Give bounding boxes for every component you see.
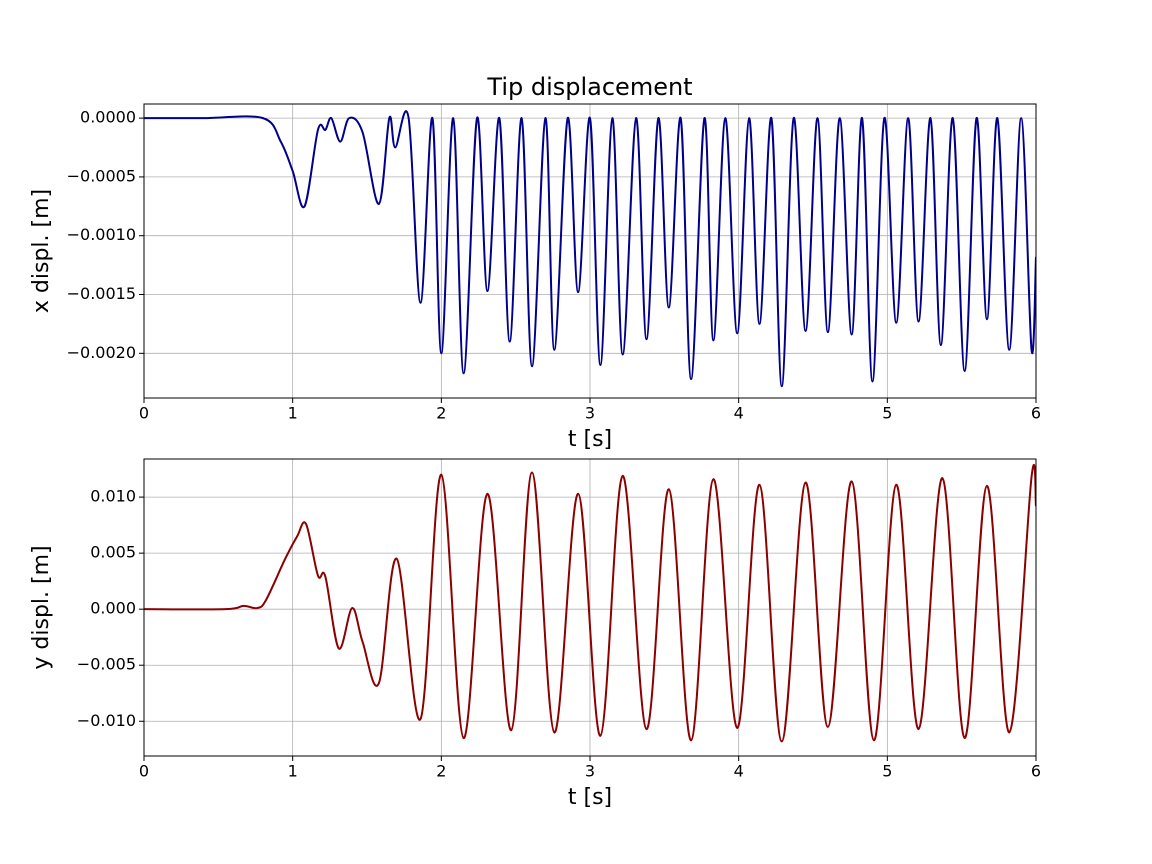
data-line <box>144 110 1036 388</box>
x-tick-label: 5 <box>882 404 892 423</box>
x-tick-label: 0 <box>139 762 149 781</box>
x-tick-label: 1 <box>288 404 298 423</box>
y-axis-label: y displ. [m] <box>29 545 54 669</box>
y-tick-label: −0.0015 <box>67 284 136 303</box>
y-tick-label: −0.0005 <box>67 166 136 185</box>
x-tick-label: 2 <box>436 762 446 781</box>
x-tick-label: 5 <box>882 762 892 781</box>
x-tick-label: 3 <box>585 762 595 781</box>
y-tick-label: −0.010 <box>77 711 136 730</box>
y-tick-label: 0.010 <box>90 487 136 506</box>
y-tick-label: −0.0020 <box>67 343 136 362</box>
x-tick-label: 3 <box>585 404 595 423</box>
x-tick-label: 4 <box>734 404 744 423</box>
x-axis-label: t [s] <box>568 427 612 452</box>
x-tick-label: 6 <box>1031 762 1041 781</box>
y-tick-label: 0.000 <box>90 599 136 618</box>
x-tick-label: 4 <box>734 762 744 781</box>
y-tick-label: −0.005 <box>77 655 136 674</box>
y-tick-label: 0.0000 <box>80 108 136 127</box>
axes-frame <box>143 103 1037 399</box>
y-tick-label: 0.005 <box>90 543 136 562</box>
x-axis-label: t [s] <box>568 785 612 810</box>
x-tick-label: 6 <box>1031 404 1041 423</box>
y-axis-label: x displ. [m] <box>29 189 54 313</box>
chart-title: Tip displacement <box>486 73 692 101</box>
x-tick-label: 1 <box>288 762 298 781</box>
x-tick-label: 2 <box>436 404 446 423</box>
data-line <box>144 464 1036 743</box>
axes-frame <box>143 458 1037 757</box>
y-tick-label: −0.0010 <box>67 225 136 244</box>
x-tick-label: 0 <box>139 404 149 423</box>
